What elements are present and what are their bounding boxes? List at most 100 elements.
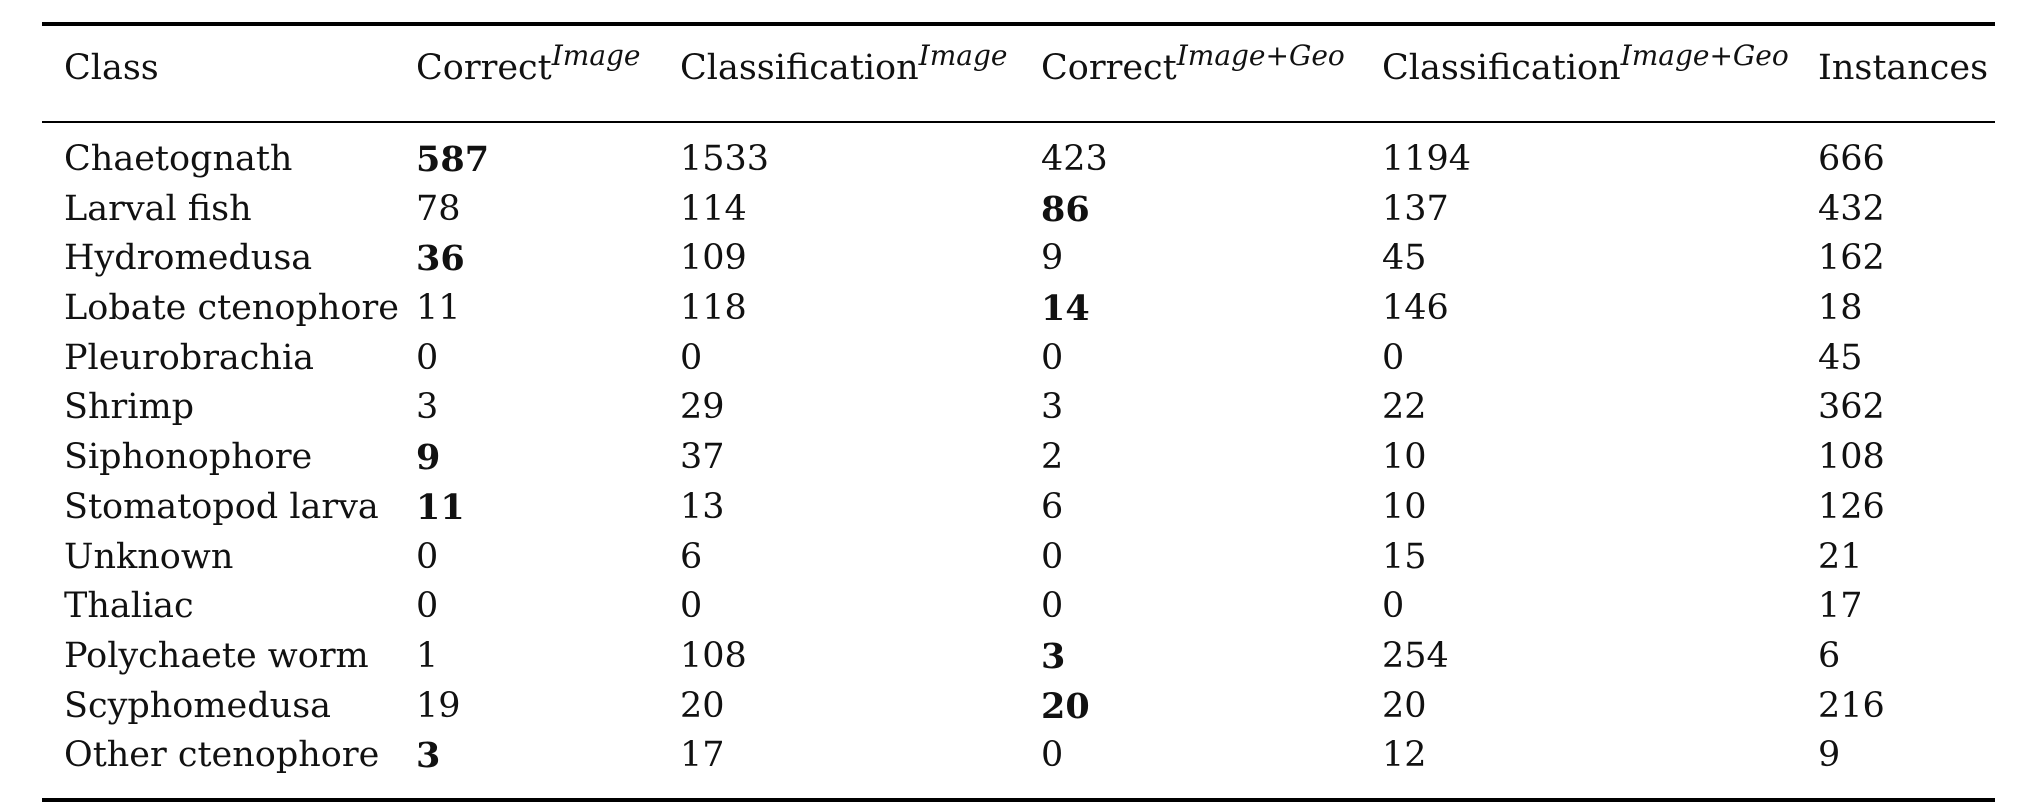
class-cell: Scyphomedusa bbox=[64, 685, 332, 726]
classification-image-cell: 109 bbox=[680, 238, 747, 279]
correct-image-cell: 19 bbox=[416, 685, 461, 726]
instances-cell: 362 bbox=[1818, 387, 1885, 428]
correct-image-geo-cell: 20 bbox=[1041, 685, 1090, 727]
classification-image-geo-cell: 0 bbox=[1382, 586, 1405, 627]
correct-image-geo-cell: 0 bbox=[1041, 735, 1064, 776]
classification-image-geo-cell: 15 bbox=[1382, 536, 1427, 577]
top-rule bbox=[42, 22, 1995, 26]
classification-image-cell: 114 bbox=[680, 188, 747, 229]
header-label: Instances bbox=[1818, 48, 1989, 88]
instances-cell: 666 bbox=[1818, 139, 1885, 179]
classification-image-geo-cell: 22 bbox=[1382, 387, 1427, 428]
table-row: Siphonophore 9 37 2 10 108 bbox=[42, 433, 1995, 483]
correct-image-cell: 36 bbox=[416, 238, 465, 280]
correct-image-cell: 0 bbox=[416, 337, 439, 378]
classification-image-cell: 118 bbox=[680, 288, 747, 329]
correct-image-cell: 1 bbox=[416, 635, 439, 676]
correct-image-cell: 3 bbox=[416, 735, 441, 777]
table-row: Stomatopod larva 11 13 6 10 126 bbox=[42, 483, 1995, 533]
correct-image-cell: 0 bbox=[416, 536, 439, 577]
classification-image-geo-cell: 1194 bbox=[1382, 139, 1472, 179]
instances-cell: 162 bbox=[1818, 238, 1885, 279]
correct-image-cell: 9 bbox=[416, 437, 441, 479]
instances-cell: 45 bbox=[1818, 337, 1863, 378]
correct-image-geo-cell: 9 bbox=[1041, 238, 1064, 279]
class-cell: Chaetognath bbox=[64, 139, 293, 179]
correct-image-geo-cell: 86 bbox=[1041, 188, 1090, 230]
header-superscript: Image+Geo bbox=[1176, 39, 1345, 72]
correct-image-geo-cell: 3 bbox=[1041, 387, 1064, 428]
class-cell: Hydromedusa bbox=[64, 238, 313, 279]
table-row: Polychaete worm 1 108 3 254 6 bbox=[42, 632, 1995, 682]
col-header-correct-image-geo: CorrectImage+Geo bbox=[1041, 39, 1345, 94]
class-cell: Lobate ctenophore bbox=[64, 288, 399, 329]
table-row: Hydromedusa 36 109 9 45 162 bbox=[42, 234, 1995, 284]
correct-image-cell: 3 bbox=[416, 387, 439, 428]
correct-image-cell: 587 bbox=[416, 139, 490, 180]
correct-image-cell: 0 bbox=[416, 586, 439, 627]
class-cell: Stomatopod larva bbox=[64, 486, 379, 527]
class-cell: Larval fish bbox=[64, 188, 252, 229]
instances-cell: 108 bbox=[1818, 437, 1885, 478]
correct-image-geo-cell: 6 bbox=[1041, 486, 1064, 527]
correct-image-geo-cell: 0 bbox=[1041, 536, 1064, 577]
table-row: Scyphomedusa 19 20 20 20 216 bbox=[42, 682, 1995, 732]
table-row: Pleurobrachia 0 0 0 0 45 bbox=[42, 334, 1995, 384]
correct-image-geo-cell: 3 bbox=[1041, 635, 1066, 677]
col-header-class: Class bbox=[64, 44, 159, 93]
class-cell: Thaliac bbox=[64, 586, 194, 627]
correct-image-geo-cell: 423 bbox=[1041, 139, 1108, 179]
classification-image-cell: 6 bbox=[680, 536, 703, 577]
classification-image-cell: 13 bbox=[680, 486, 725, 527]
correct-image-geo-cell: 0 bbox=[1041, 586, 1064, 627]
instances-cell: 6 bbox=[1818, 635, 1841, 676]
header-superscript: Image+Geo bbox=[1620, 39, 1789, 72]
correct-image-geo-cell: 2 bbox=[1041, 437, 1064, 478]
classification-image-geo-cell: 45 bbox=[1382, 238, 1427, 279]
instances-cell: 126 bbox=[1818, 486, 1885, 527]
col-header-classification-image-geo: ClassificationImage+Geo bbox=[1382, 39, 1789, 94]
instances-cell: 18 bbox=[1818, 288, 1863, 329]
col-header-correct-image: CorrectImage bbox=[416, 39, 641, 94]
instances-cell: 17 bbox=[1818, 586, 1863, 627]
classification-image-geo-cell: 10 bbox=[1382, 437, 1427, 478]
table-body: Chaetognath 587 1533 423 1194 666 Larval fish 7… bbox=[42, 123, 1995, 781]
header-label: Correct bbox=[1041, 48, 1177, 88]
correct-image-geo-cell: 14 bbox=[1041, 288, 1090, 330]
header-rule bbox=[42, 121, 1995, 123]
table-row: Thaliac 0 0 0 0 17 bbox=[42, 582, 1995, 632]
classification-image-cell: 20 bbox=[680, 685, 725, 726]
classification-image-geo-cell: 254 bbox=[1382, 635, 1449, 676]
classification-image-cell: 37 bbox=[680, 437, 725, 478]
class-cell: Shrimp bbox=[64, 387, 195, 428]
classification-image-geo-cell: 146 bbox=[1382, 288, 1449, 329]
class-cell: Unknown bbox=[64, 536, 234, 577]
classification-image-geo-cell: 20 bbox=[1382, 685, 1427, 726]
header-superscript: Image bbox=[551, 39, 641, 72]
table-row: Other ctenophore 3 17 0 12 9 bbox=[42, 731, 1995, 781]
correct-image-geo-cell: 0 bbox=[1041, 337, 1064, 378]
instances-cell: 21 bbox=[1818, 536, 1863, 577]
results-table: Class CorrectImage ClassificationImage Corr… bbox=[42, 22, 1995, 802]
classification-image-cell: 108 bbox=[680, 635, 747, 676]
header-label: Class bbox=[64, 48, 159, 88]
class-cell: Polychaete worm bbox=[64, 635, 369, 676]
col-header-instances: Instances bbox=[1818, 44, 1988, 93]
classification-image-cell: 1533 bbox=[680, 139, 770, 179]
correct-image-cell: 78 bbox=[416, 188, 461, 229]
class-cell: Pleurobrachia bbox=[64, 337, 315, 378]
header-superscript: Image bbox=[918, 39, 1008, 72]
classification-image-geo-cell: 0 bbox=[1382, 337, 1405, 378]
classification-image-cell: 29 bbox=[680, 387, 725, 428]
classification-image-geo-cell: 137 bbox=[1382, 188, 1449, 229]
table-row: Shrimp 3 29 3 22 362 bbox=[42, 383, 1995, 433]
classification-image-cell: 0 bbox=[680, 337, 703, 378]
table-row: Larval fish 78 114 86 137 432 bbox=[42, 185, 1995, 235]
classification-image-geo-cell: 10 bbox=[1382, 486, 1427, 527]
class-cell: Siphonophore bbox=[64, 437, 313, 478]
col-header-classification-image: ClassificationImage bbox=[680, 39, 1007, 94]
instances-cell: 432 bbox=[1818, 188, 1885, 229]
bottom-rule bbox=[42, 797, 1995, 802]
instances-cell: 216 bbox=[1818, 685, 1885, 726]
classification-image-cell: 17 bbox=[680, 735, 725, 776]
